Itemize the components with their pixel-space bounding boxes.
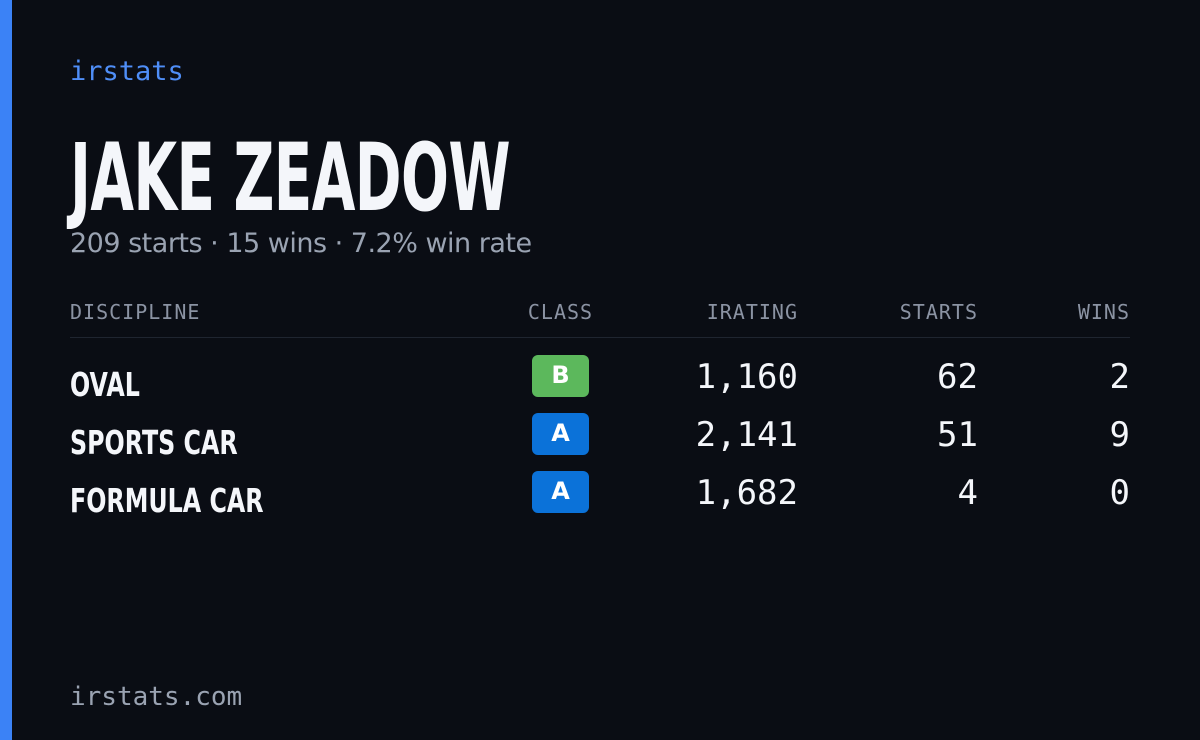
divider (70, 337, 1130, 338)
discipline: SPORTS CAR (70, 423, 238, 462)
driver-name: JAKE ZEADOW (70, 124, 511, 233)
starts: 62 (937, 357, 978, 397)
class-badge: A (532, 413, 589, 455)
wins: 0 (1109, 473, 1130, 513)
column-header: CLASS (527, 300, 594, 324)
class-badge: A (532, 471, 589, 513)
irating: 1,160 (695, 357, 798, 397)
discipline: OVAL (70, 365, 140, 404)
column-header: IRATING (706, 300, 798, 324)
class-badge: B (532, 355, 589, 397)
discipline: FORMULA CAR (70, 481, 264, 520)
wins: 9 (1109, 415, 1130, 455)
column-header: WINS (1077, 300, 1130, 324)
irating: 2,141 (695, 415, 798, 455)
wins: 2 (1109, 357, 1130, 397)
column-header: DISCIPLINE (70, 300, 201, 324)
brand: irstats (70, 56, 184, 87)
footer: irstats.com (70, 682, 243, 712)
accent-bar (0, 0, 12, 740)
irating: 1,682 (695, 473, 798, 513)
starts: 51 (937, 415, 978, 455)
column-header: STARTS (899, 300, 978, 324)
summary: 209 starts · 15 wins · 7.2% win rate (70, 228, 532, 259)
starts: 4 (957, 473, 978, 513)
